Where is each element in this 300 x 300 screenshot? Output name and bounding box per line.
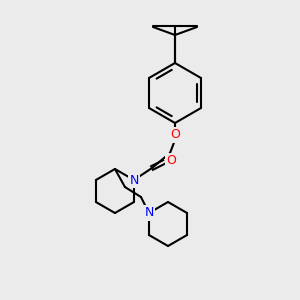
Text: O: O (170, 128, 180, 142)
Text: N: N (129, 173, 139, 187)
Text: O: O (166, 154, 176, 167)
Text: N: N (144, 206, 154, 220)
